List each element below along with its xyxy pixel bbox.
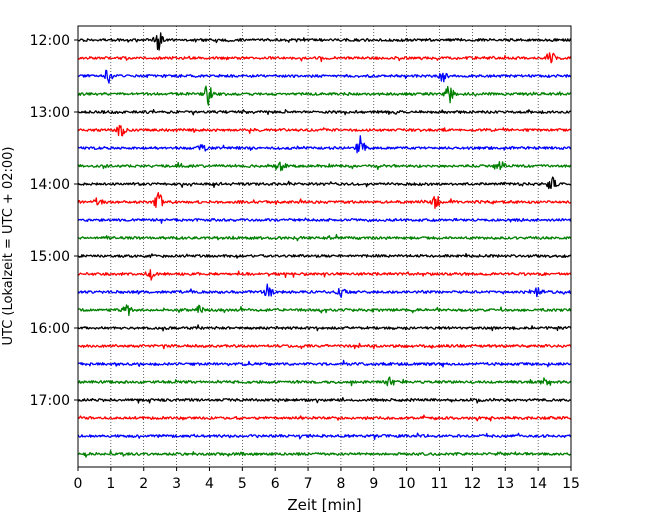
- x-tick-label: 7: [304, 476, 313, 492]
- x-tick-label: 12: [463, 476, 481, 492]
- trace-1315: [77, 124, 572, 137]
- y-tick-label: 14:00: [30, 177, 70, 193]
- x-tick-label: 9: [369, 476, 378, 492]
- x-tick-label: 14: [529, 476, 547, 492]
- x-tick-label: 5: [238, 476, 247, 492]
- y-axis-ticks: 12:00 13:00 14:00 15:00 16:00 17:00: [30, 33, 78, 409]
- trace-1245: [77, 85, 572, 106]
- trace-1200: [77, 32, 572, 51]
- trace-1600: [77, 324, 572, 332]
- trace-1730: [77, 432, 572, 441]
- plot-frame: [77, 25, 572, 468]
- trace-1700: [77, 397, 572, 404]
- x-axis-ticks: 0 1 2 3 4 5 6 7 8 9 10 11 12 13 14 15: [74, 467, 580, 492]
- trace-1645: [77, 376, 572, 387]
- x-tick-label: 1: [106, 476, 115, 492]
- x-tick-label: 4: [205, 476, 214, 492]
- x-axis-label: Zeit [min]: [287, 496, 361, 514]
- y-tick-label: 17:00: [30, 393, 70, 409]
- trace-1745: [77, 449, 572, 458]
- y-tick-label: 15:00: [30, 249, 70, 265]
- trace-1300: [77, 108, 572, 116]
- x-tick-label: 10: [398, 476, 416, 492]
- trace-1345: [77, 160, 572, 172]
- trace-1415: [77, 192, 572, 209]
- x-tick-label: 2: [139, 476, 148, 492]
- trace-1500: [77, 252, 572, 259]
- y-tick-label: 12:00: [30, 33, 70, 49]
- trace-1400: [77, 176, 572, 190]
- trace-1545: [77, 304, 572, 317]
- trace-1530: [77, 283, 572, 298]
- trace-1615: [77, 342, 572, 350]
- x-tick-label: 0: [74, 476, 83, 492]
- x-tick-label: 3: [172, 476, 181, 492]
- trace-1715: [77, 414, 572, 422]
- x-tick-label: 11: [431, 476, 449, 492]
- trace-1230: [77, 69, 572, 84]
- seismic-traces: [77, 32, 572, 458]
- y-axis-label: UTC (Lokalzeit = UTC + 02:00): [1, 147, 16, 346]
- trace-1515: [77, 269, 572, 281]
- x-tick-label: 6: [271, 476, 280, 492]
- y-tick-label: 13:00: [30, 105, 70, 121]
- x-tick-label: 15: [562, 476, 580, 492]
- x-tick-label: 8: [336, 476, 345, 492]
- trace-1630: [77, 359, 572, 368]
- trace-1445: [77, 233, 572, 242]
- x-tick-label: 13: [496, 476, 514, 492]
- y-tick-label: 16:00: [30, 321, 70, 337]
- trace-1330: [77, 135, 572, 154]
- trace-1430: [77, 217, 572, 224]
- trace-1215: [77, 52, 572, 64]
